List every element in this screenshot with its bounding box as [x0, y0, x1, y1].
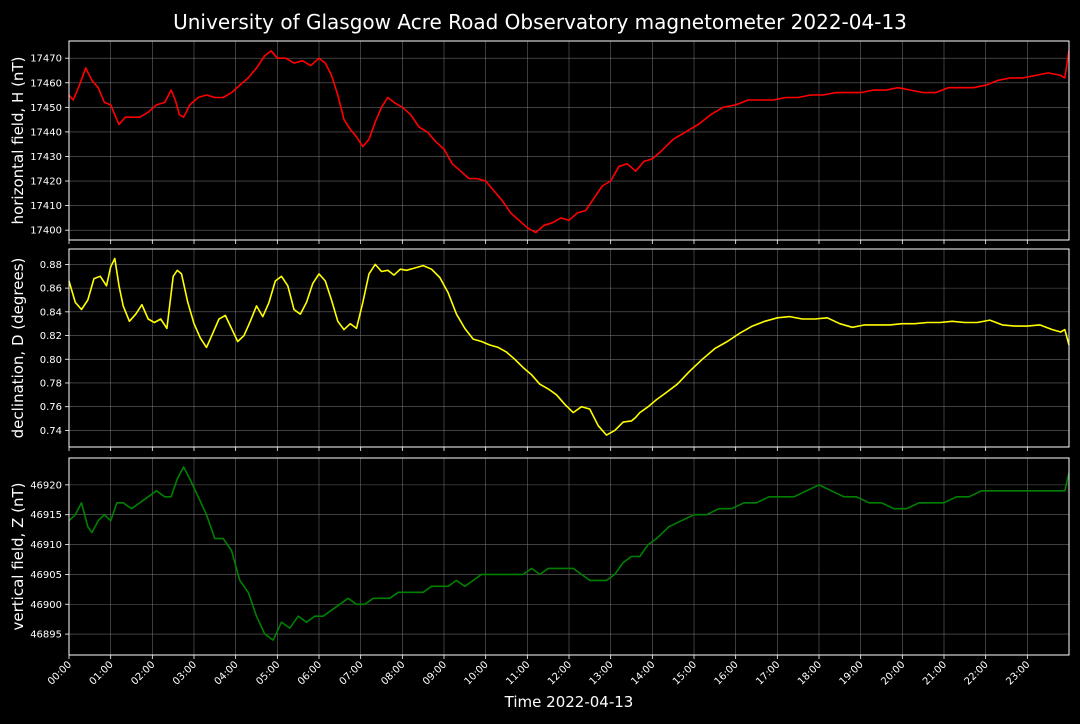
x-axis-label: Time 2022-04-13 — [504, 693, 634, 711]
x-tick-label: 05:00 — [254, 659, 282, 687]
x-tick-label: 20:00 — [879, 659, 907, 687]
horizontal-y-tick-label: 17440 — [30, 127, 62, 138]
horizontal-y-tick-label: 17400 — [30, 226, 62, 237]
vertical-y-axis-label: vertical field, Z (nT) — [9, 482, 27, 630]
vertical-y-tick-label: 46895 — [30, 630, 62, 641]
x-tick-label: 08:00 — [379, 659, 407, 687]
x-tick-label: 02:00 — [129, 659, 157, 687]
x-tick-label: 17:00 — [754, 659, 782, 687]
declination-series-line — [68, 257, 1070, 436]
vertical-y-tick-label: 46910 — [30, 540, 62, 551]
horizontal-series-line — [68, 50, 1070, 234]
declination-y-tick-label: 0.88 — [40, 260, 62, 271]
x-tick-label: 00:00 — [46, 659, 74, 687]
declination-y-axis-label: declination, D (degrees) — [9, 258, 27, 439]
declination-y-tick-label: 0.78 — [40, 378, 62, 389]
x-tick-label: 13:00 — [588, 659, 616, 687]
horizontal-axes-frame — [68, 40, 1070, 241]
x-tick-label: 22:00 — [963, 659, 991, 687]
x-tick-label: 18:00 — [796, 659, 824, 687]
figure-title: University of Glasgow Acre Road Observat… — [173, 10, 907, 34]
x-tick-label: 01:00 — [88, 659, 116, 687]
x-tick-label: 16:00 — [713, 659, 741, 687]
declination-y-tick-label: 0.82 — [40, 331, 62, 342]
declination-y-tick-label: 0.74 — [40, 426, 62, 437]
horizontal-y-tick-label: 17450 — [30, 103, 62, 114]
declination-panel: 0.74 0.76 0.78 0.80 0.82 0.84 0.86 0.88 declinat… — [9, 248, 1070, 451]
x-tick-label: 21:00 — [921, 659, 949, 687]
x-tick-label: 11:00 — [504, 659, 532, 687]
vertical-y-tick-label: 46915 — [30, 510, 62, 521]
declination-y-tick-label: 0.80 — [40, 355, 62, 366]
horizontal-y-tick-label: 17410 — [30, 201, 62, 212]
x-tick-label: 10:00 — [463, 659, 491, 687]
horizontal-panel: 17400 17410 17420 17430 17440 17450 17460 17470… — [9, 40, 1070, 244]
x-tick-label: 19:00 — [838, 659, 866, 687]
vertical-y-tick-label: 46920 — [30, 480, 62, 491]
horizontal-y-tick-label: 17420 — [30, 177, 62, 188]
declination-y-tick-label: 0.76 — [40, 402, 62, 413]
declination-y-tick-label: 0.84 — [40, 307, 62, 318]
x-tick-label: 12:00 — [546, 659, 574, 687]
declination-axes-frame — [68, 248, 1070, 448]
x-tick-label: 15:00 — [671, 659, 699, 687]
vertical-y-tick-label: 46900 — [30, 600, 62, 611]
x-tick-label: 23:00 — [1004, 659, 1032, 687]
x-tick-label: 07:00 — [338, 659, 366, 687]
declination-y-tick-label: 0.86 — [40, 284, 62, 295]
horizontal-y-tick-label: 17470 — [30, 54, 62, 65]
vertical-series-line — [68, 466, 1070, 641]
horizontal-y-tick-label: 17430 — [30, 152, 62, 163]
vertical-y-tick-label: 46905 — [30, 570, 62, 581]
x-tick-label: 14:00 — [629, 659, 657, 687]
horizontal-y-tick-label: 17460 — [30, 78, 62, 89]
vertical-axes-frame — [68, 457, 1070, 656]
x-tick-label: 06:00 — [296, 659, 324, 687]
x-tick-label: 04:00 — [213, 659, 241, 687]
x-tick-label: 03:00 — [171, 659, 199, 687]
horizontal-y-axis-label: horizontal field, H (nT) — [9, 57, 27, 225]
x-tick-label: 09:00 — [421, 659, 449, 687]
